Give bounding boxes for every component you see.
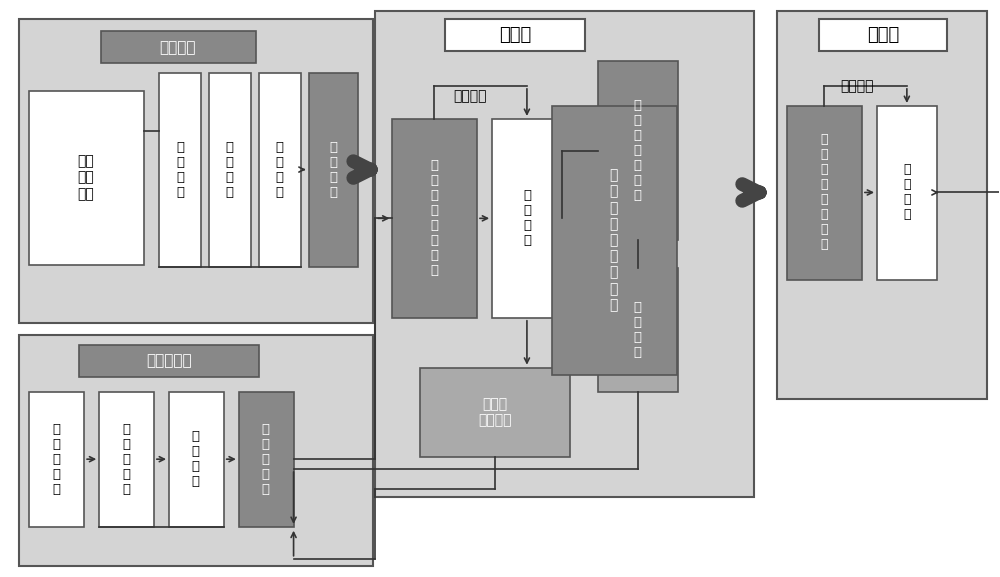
Bar [492,119,562,318]
Text: 有
限
元
模
型: 有 限 元 模 型 [122,423,130,496]
Text: 源
任
务
损
失
函
数: 源 任 务 损 失 函 数 [634,99,642,202]
Bar [392,119,477,318]
Bar [209,73,251,267]
Text: 损
失
函
数: 损 失 函 数 [523,189,531,248]
Bar [259,73,301,267]
Text: 轴
承
损
伤: 轴 承 损 伤 [226,141,234,198]
Bar [420,368,570,457]
Text: 目
标
域
集
合: 目 标 域 集 合 [262,423,270,496]
Bar [777,12,987,399]
Text: 预训练: 预训练 [499,26,531,44]
Text: 源域数据: 源域数据 [160,40,196,55]
Text: 再训练: 再训练 [867,26,899,44]
Bar [877,106,937,280]
Text: 频
响
数
据: 频 响 数 据 [192,430,200,488]
Bar [19,335,373,565]
Bar [787,106,862,280]
Text: 内侧
外侧
滚珠: 内侧 外侧 滚珠 [78,154,95,201]
Text: 振
动
数
据: 振 动 数 据 [276,141,284,198]
Bar [552,106,677,374]
Bar [375,12,754,497]
Bar [819,19,947,51]
Bar [309,73,358,267]
Bar [101,31,256,63]
Bar [598,268,678,392]
Text: 源
域
集
合: 源 域 集 合 [329,141,337,198]
Bar [445,19,585,51]
Bar [99,392,154,527]
Bar [159,73,201,267]
Text: 反向传递: 反向传递 [840,79,874,93]
Bar [79,344,259,377]
Text: 跨
域
距
离: 跨 域 距 离 [634,301,642,359]
Text: 源任务
故障类型: 源任务 故障类型 [478,398,512,428]
Text: 深
度
卷
积
神
经
网
络: 深 度 卷 积 神 经 网 络 [430,159,438,278]
Text: 故
障
类
型: 故 障 类 型 [176,141,184,198]
Bar [19,19,373,323]
Bar [29,392,84,527]
Text: 目标域数据: 目标域数据 [146,353,192,368]
Text: 损
失
函
数: 损 失 函 数 [903,163,911,222]
Text: 深
度
卷
积
神
经
网
络: 深 度 卷 积 神 经 网 络 [820,133,828,252]
Bar [598,61,678,240]
Text: 目
标
任
务
参
数
修
正
值: 目 标 任 务 参 数 修 正 值 [609,168,618,312]
Bar [29,91,144,265]
Text: 反向传递: 反向传递 [453,89,487,103]
Text: 待
修
正
参
数: 待 修 正 参 数 [52,423,60,496]
Bar [169,392,224,527]
Bar [239,392,294,527]
